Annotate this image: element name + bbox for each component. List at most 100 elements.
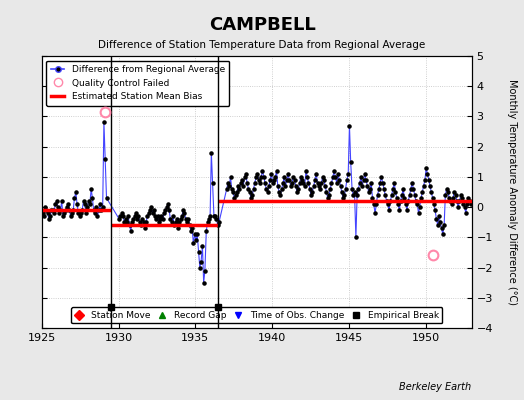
Point — [302, 168, 310, 174]
Point — [299, 180, 308, 186]
Point — [197, 258, 205, 265]
Point — [128, 219, 136, 226]
Point — [258, 168, 267, 174]
Point — [383, 198, 391, 204]
Point — [376, 180, 384, 186]
Point — [310, 183, 318, 189]
Point — [185, 222, 194, 228]
Point — [303, 174, 311, 180]
Point — [456, 192, 465, 198]
Point — [465, 198, 474, 204]
Point — [435, 213, 443, 219]
Point — [345, 122, 354, 129]
Point — [463, 201, 472, 207]
Point — [183, 219, 191, 226]
Point — [124, 213, 133, 219]
Point — [118, 210, 126, 216]
Point — [142, 219, 150, 226]
Point — [271, 174, 279, 180]
Point — [187, 228, 195, 234]
Point — [314, 183, 323, 189]
Point — [334, 171, 342, 177]
Point — [325, 192, 333, 198]
Point — [391, 189, 400, 195]
Point — [349, 192, 357, 198]
Point — [308, 189, 316, 195]
Point — [288, 180, 296, 186]
Point — [166, 216, 174, 222]
Point — [445, 195, 453, 201]
Point — [395, 207, 403, 213]
Point — [319, 174, 327, 180]
Point — [120, 219, 128, 226]
Point — [52, 198, 61, 204]
Point — [413, 201, 421, 207]
Point — [239, 183, 247, 189]
Text: Difference of Station Temperature Data from Regional Average: Difference of Station Temperature Data f… — [99, 40, 425, 50]
Point — [130, 213, 139, 219]
Point — [95, 207, 103, 213]
Point — [74, 210, 82, 216]
Point — [387, 192, 396, 198]
Point — [60, 210, 69, 216]
Point — [119, 213, 127, 219]
Point — [304, 180, 313, 186]
Point — [195, 264, 204, 271]
Point — [401, 201, 410, 207]
Point — [373, 192, 381, 198]
Point — [138, 216, 147, 222]
Point — [467, 201, 475, 207]
Point — [351, 189, 359, 195]
Point — [85, 201, 94, 207]
Point — [328, 180, 336, 186]
Point — [174, 225, 182, 232]
Point — [275, 189, 283, 195]
Point — [50, 210, 58, 216]
Point — [280, 174, 288, 180]
Point — [188, 225, 196, 232]
Point — [408, 180, 416, 186]
Point — [331, 174, 340, 180]
Point — [348, 186, 356, 192]
Point — [444, 189, 452, 195]
Point — [384, 201, 392, 207]
Point — [335, 177, 343, 183]
Point — [359, 177, 368, 183]
Point — [404, 198, 412, 204]
Point — [163, 201, 172, 207]
Point — [441, 192, 450, 198]
Point — [81, 201, 89, 207]
Point — [247, 195, 255, 201]
Point — [127, 228, 135, 234]
Point — [256, 180, 264, 186]
Point — [340, 192, 348, 198]
Point — [399, 186, 407, 192]
Point — [400, 195, 409, 201]
Point — [146, 207, 154, 213]
Point — [418, 189, 427, 195]
Point — [385, 207, 393, 213]
Point — [237, 180, 245, 186]
Point — [125, 222, 134, 228]
Point — [143, 213, 151, 219]
Point — [242, 171, 250, 177]
Point — [43, 210, 52, 216]
Point — [156, 216, 165, 222]
Point — [377, 174, 386, 180]
Point — [154, 213, 162, 219]
Point — [272, 168, 281, 174]
Point — [232, 192, 240, 198]
Point — [447, 201, 456, 207]
Point — [268, 180, 277, 186]
Point — [361, 171, 369, 177]
Point — [223, 186, 231, 192]
Point — [225, 183, 234, 189]
Point — [206, 213, 214, 219]
Point — [115, 216, 124, 222]
Point — [386, 198, 395, 204]
Point — [116, 213, 125, 219]
Point — [426, 183, 434, 189]
Point — [165, 207, 173, 213]
Point — [433, 222, 442, 228]
Point — [129, 216, 138, 222]
